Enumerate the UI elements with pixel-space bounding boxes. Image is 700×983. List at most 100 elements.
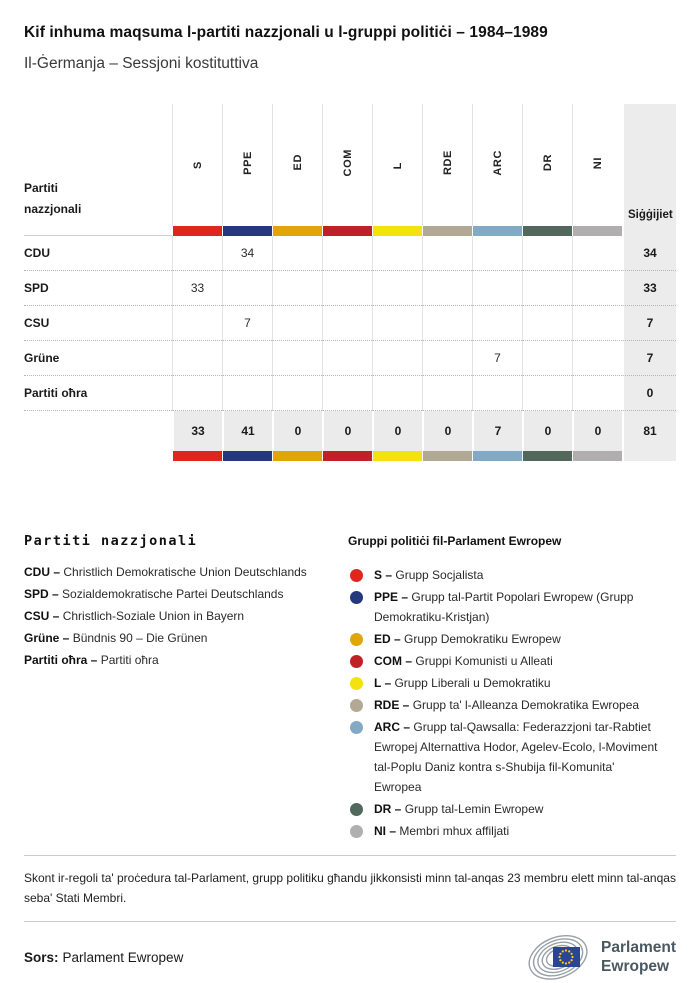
total-cell: 33 — [172, 411, 222, 451]
seats-cell: 7 — [622, 341, 676, 376]
group-color-band-top — [24, 226, 676, 236]
row-header-label: Partiti nazzjonali — [24, 181, 82, 216]
legend-parties-heading: Partiti nazzjonali — [24, 533, 198, 549]
seats-cell: 0 — [622, 376, 676, 411]
page-title: Kif inhuma maqsuma l-partiti nazzjonali … — [24, 24, 548, 41]
cell — [422, 271, 472, 306]
table-header-row: Partiti nazzjonali S PPE ED COM L RDE AR… — [24, 104, 676, 226]
total-cell: 7 — [472, 411, 522, 451]
column-header-com: COM — [322, 104, 372, 226]
color-band-l — [372, 451, 422, 461]
seats-cell: 7 — [622, 306, 676, 341]
color-band-ni — [572, 226, 622, 236]
source-value: Parlament Ewropew — [62, 949, 184, 965]
cell — [522, 271, 572, 306]
cell: 7 — [222, 306, 272, 341]
cell — [372, 306, 422, 341]
cell: 34 — [222, 236, 272, 271]
legend-party-item: CDU – Christlich Demokratische Union Deu… — [24, 565, 307, 579]
color-band-dr — [522, 451, 572, 461]
cell — [572, 376, 622, 411]
color-band-com — [322, 451, 372, 461]
legend-party-item: Partiti oħra – Partiti oħra — [24, 653, 159, 667]
cell — [372, 236, 422, 271]
legend-national-parties: Partiti nazzjonali CDU – Christlich Demo… — [24, 533, 336, 843]
cell — [472, 306, 522, 341]
party-label: SPD — [24, 271, 172, 306]
source-label: Sors: — [24, 949, 59, 965]
group-color-dot — [350, 803, 363, 816]
procedure-note: Skont ir-regoli ta' proċedura tal-Parlam… — [24, 871, 676, 905]
group-color-dot — [350, 569, 363, 582]
cell — [272, 271, 322, 306]
cell — [222, 376, 272, 411]
table-row-cdu: CDU 34 34 — [24, 236, 676, 271]
group-color-dot — [350, 591, 363, 604]
footer: Sors: Parlament Ewropew — [24, 922, 676, 983]
legend-group-item: DR – Grupp tal-Lemin Ewropew — [348, 799, 664, 819]
seats-cell: 33 — [622, 271, 676, 306]
cell — [572, 306, 622, 341]
total-cell: 0 — [422, 411, 472, 451]
legend-group-item: ARC – Grupp tal-Qawsalla: Federazzjoni t… — [348, 717, 664, 797]
color-band-dr — [522, 226, 572, 236]
group-color-dot — [350, 825, 363, 838]
cell — [522, 341, 572, 376]
total-cell: 0 — [272, 411, 322, 451]
cell — [572, 271, 622, 306]
cell — [372, 271, 422, 306]
table-row-grune: Grüne 7 7 — [24, 341, 676, 376]
color-band-ed — [272, 226, 322, 236]
party-label: Partiti oħra — [24, 376, 172, 411]
ep-logo-text: Parlament Ewropew — [601, 939, 676, 975]
color-band-arc — [472, 226, 522, 236]
ep-logo: Parlament Ewropew — [525, 931, 676, 983]
row-header-label-cell: Partiti nazzjonali — [24, 104, 172, 226]
party-label: CDU — [24, 236, 172, 271]
cell — [272, 306, 322, 341]
page-subtitle: Il-Ġermanja – Sessjoni kostituttiva — [24, 55, 259, 72]
divider — [24, 921, 676, 922]
table-row-spd: SPD 33 33 — [24, 271, 676, 306]
seats-cell: 34 — [622, 236, 676, 271]
total-cell: 41 — [222, 411, 272, 451]
party-label: CSU — [24, 306, 172, 341]
group-color-band-bottom — [24, 451, 676, 461]
column-header-rde: RDE — [422, 104, 472, 226]
color-band-arc — [472, 451, 522, 461]
cell — [422, 306, 472, 341]
cell — [322, 271, 372, 306]
cell — [322, 306, 372, 341]
legend-party-item: CSU – Christlich-Soziale Union in Bayern — [24, 609, 245, 623]
column-header-l: L — [372, 104, 422, 226]
legend-group-item: COM – Gruppi Komunisti u Alleati — [348, 651, 664, 671]
cell — [522, 306, 572, 341]
cell — [222, 341, 272, 376]
table-row-partiti-ohra: Partiti oħra 0 — [24, 376, 676, 411]
group-color-dot — [350, 677, 363, 690]
column-header-seats: Siġġijiet — [622, 104, 676, 226]
group-color-dot — [350, 699, 363, 712]
cell — [172, 236, 222, 271]
group-color-dot — [350, 633, 363, 646]
totals-row: 33 41 0 0 0 0 7 0 0 81 — [24, 411, 676, 451]
cell — [422, 376, 472, 411]
color-band-s — [172, 451, 222, 461]
cell — [172, 341, 222, 376]
cell: 33 — [172, 271, 222, 306]
hemicycle-icon — [528, 934, 588, 980]
column-header-ed: ED — [272, 104, 322, 226]
group-color-dot — [350, 721, 363, 734]
legend-group-item: NI – Membri mhux affiljati — [348, 821, 664, 841]
source-line: Sors: Parlament Ewropew — [24, 950, 183, 965]
cell — [322, 376, 372, 411]
cell — [472, 271, 522, 306]
color-band-ni — [572, 451, 622, 461]
cell — [172, 306, 222, 341]
group-color-dot — [350, 655, 363, 668]
legend-group-item: S – Grupp Socjalista — [348, 565, 664, 585]
color-band-com — [322, 226, 372, 236]
total-cell: 0 — [522, 411, 572, 451]
cell — [272, 341, 322, 376]
column-header-dr: DR — [522, 104, 572, 226]
